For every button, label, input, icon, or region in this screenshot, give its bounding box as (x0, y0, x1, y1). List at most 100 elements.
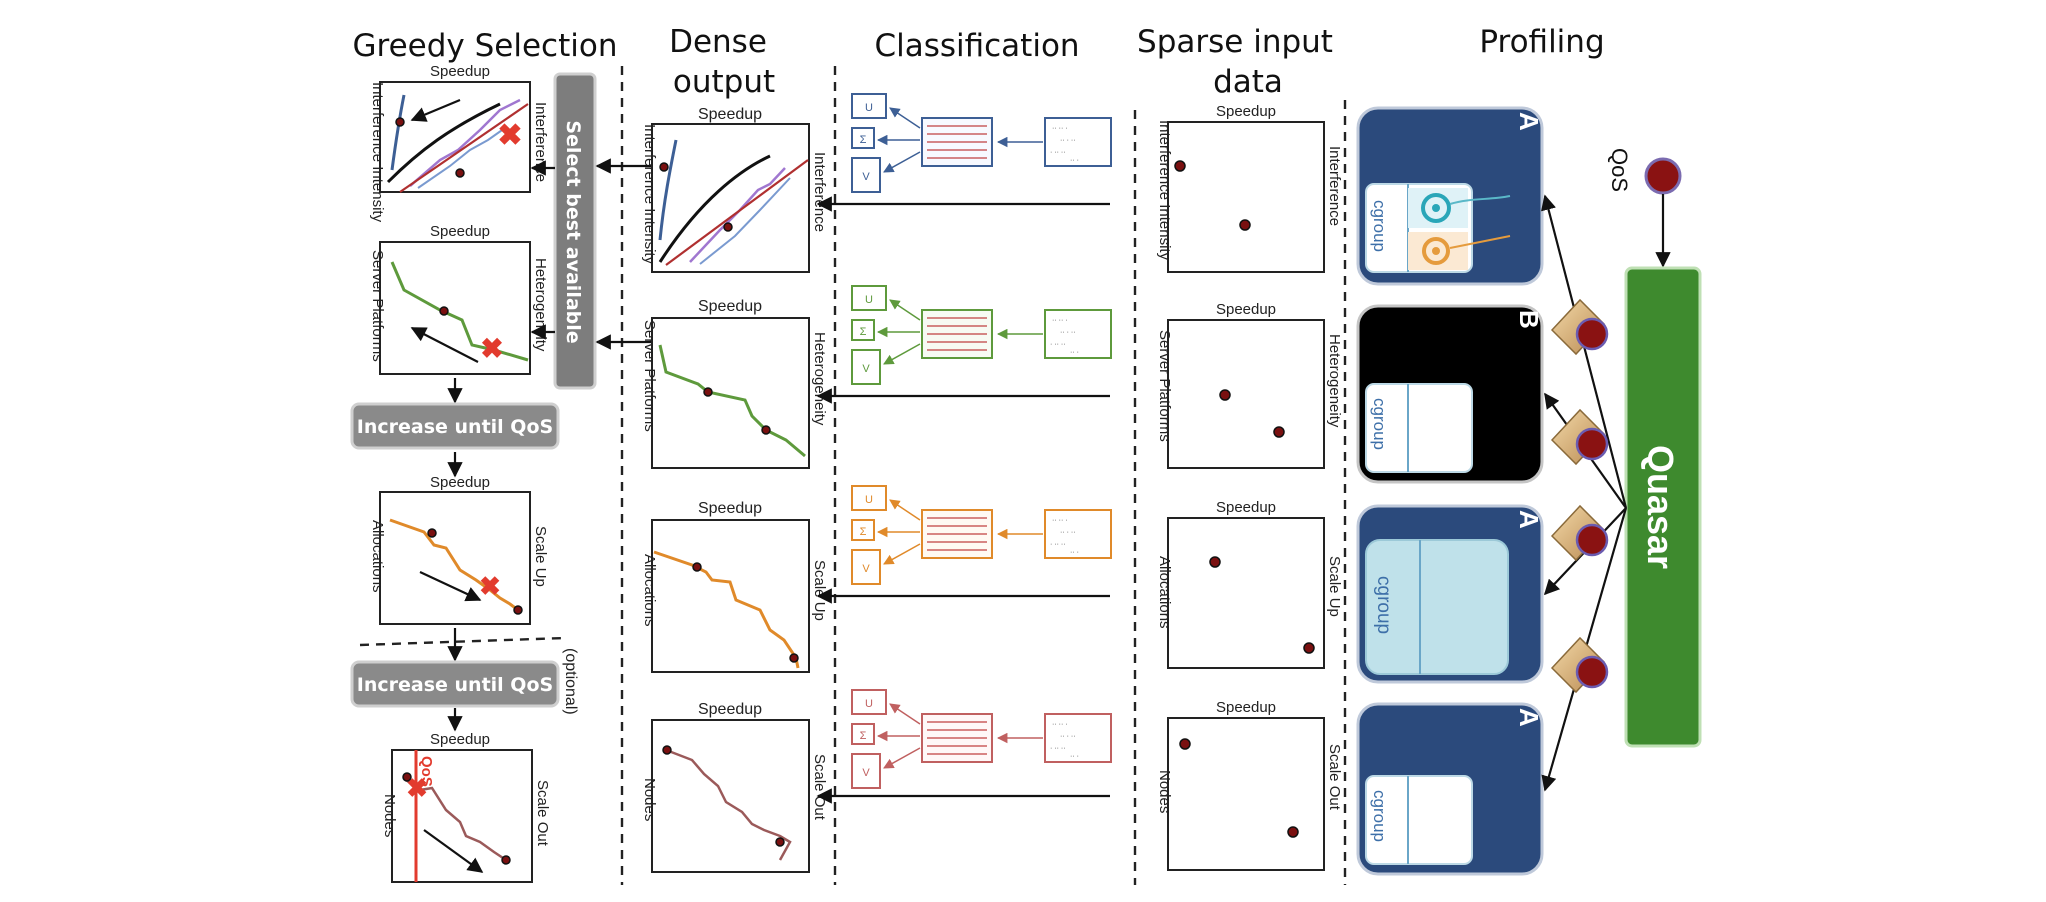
dense-int-ylabel: Interference Intensity (641, 124, 658, 265)
cls-out-u: U (865, 698, 873, 710)
token-stack-2 (1550, 408, 1609, 466)
svg-text:· ·· ··: · ·· ·· (1050, 541, 1066, 548)
sparse-het-ylabel: Server Platforms (1156, 330, 1173, 442)
select-best-available-bar: Select best available (553, 72, 597, 390)
server-b-cgroup: cgroup (1370, 398, 1389, 450)
greedy-plot-heterogeneity: Speedup Server Platforms Heterogeneity ✖ (369, 223, 549, 375)
svg-text:·· ·: ·· · (1070, 549, 1079, 556)
classification-row-scale-out: U Σ V ·· ·· · ·· · ·· · ·· ·· ·· · (851, 689, 1112, 789)
greedy-het-ylabel: Server Platforms (369, 250, 386, 362)
svg-text:·· ·· ·: ·· ·· · (1052, 125, 1068, 132)
dense-out-ylabel: Nodes (641, 778, 658, 821)
cls-out-sigma: Σ (860, 730, 867, 742)
classification-row-scale-up: U Σ V ·· ·· · ·· · ·· · ·· ·· ·· · (851, 485, 1112, 585)
increase-until-qos-text-1: Increase until QoS (357, 416, 553, 438)
greedy-het-speedup-label: Speedup (430, 223, 490, 240)
dense-plot-heterogeneity: Speedup Server Platforms Heterogeneity (641, 298, 828, 469)
dense-plot-interference: Speedup Interference Intensity Interfere… (641, 106, 828, 273)
svg-text:· ·· ··: · ·· ·· (1050, 149, 1066, 156)
svg-text:·· · ··: ·· · ·· (1060, 529, 1076, 536)
svg-text:·· ·· ·: ·· ·· · (1052, 317, 1068, 324)
select-best-available-text: Select best available (562, 120, 584, 343)
server-a-2-letter: A (1514, 510, 1544, 529)
greedy-int-ylabel: Interference Intensity (369, 82, 386, 223)
qos-label: QoS (1607, 148, 1632, 192)
classification-row-heterogeneity: U Σ V ·· ·· · ·· · ·· · ·· ·· ·· · (851, 285, 1112, 385)
token-stack-3 (1550, 504, 1609, 562)
server-b: B cgroup (1356, 304, 1544, 484)
greedy-up-rlabel: Scale Up (532, 526, 549, 587)
dense-out-rlabel: Scale Out (811, 754, 828, 821)
sparse-het-speedup-label: Speedup (1216, 301, 1276, 318)
header-dense-output-line1: Dense (669, 24, 767, 60)
cls-up-sigma: Σ (860, 526, 867, 538)
qos-token-icon (1644, 157, 1682, 195)
dense-int-speedup-label: Speedup (698, 106, 762, 123)
greedy-up-speedup-label: Speedup (430, 474, 490, 491)
server-b-letter: B (1514, 310, 1544, 329)
greedy-plot-scale-up: Speedup Allocations Scale Up ✖ (369, 474, 549, 625)
cls-up-v: V (862, 563, 870, 575)
sparse-int-ylabel: Interference Intensity (1156, 120, 1173, 261)
header-sparse-input-line2: data (1213, 64, 1283, 100)
dense-up-speedup-label: Speedup (698, 500, 762, 517)
classification-row-interference: U Σ V ·· ·· · ·· · ·· · ·· ·· ·· · (851, 93, 1112, 193)
header-profiling: Profiling (1479, 24, 1604, 60)
quasar-label: Quasar (1640, 445, 1681, 569)
dense-up-rlabel: Scale Up (811, 560, 828, 621)
dense-out-speedup-label: Speedup (698, 701, 762, 718)
sparse-int-speedup-label: Speedup (1216, 103, 1276, 120)
server-a-2-cgroup: cgroup (1373, 576, 1394, 634)
dense-int-rlabel: Interference (811, 152, 828, 232)
server-a-2: A cgroup (1356, 504, 1544, 684)
dense-up-ylabel: Allocations (641, 554, 658, 627)
greedy-int-speedup-label: Speedup (430, 63, 490, 80)
dense-het-speedup-label: Speedup (698, 298, 762, 315)
greedy-up-ylabel: Allocations (369, 520, 386, 593)
svg-text:·· ·: ·· · (1070, 753, 1079, 760)
sparse-up-speedup-label: Speedup (1216, 499, 1276, 516)
cls-int-v: V (862, 171, 870, 183)
server-a-1-letter: A (1514, 112, 1544, 131)
optional-label: (optional) (562, 648, 579, 715)
server-a-3-letter: A (1514, 708, 1544, 727)
greedy-plot-interference: Speedup Interference Intensity Interfere… (369, 63, 549, 223)
greedy-het-red-x-icon: ✖ (480, 333, 503, 364)
sparse-plot-scale-out: Speedup Nodes Scale Out (1156, 699, 1343, 871)
cls-het-u: U (865, 294, 873, 306)
greedy-out-qos-marker: QoS (418, 756, 435, 787)
sparse-int-rlabel: Interference (1326, 146, 1343, 226)
cls-het-v: V (862, 363, 870, 375)
sparse-het-rlabel: Heterogeneity (1326, 334, 1343, 428)
dense-plot-scale-out: Speedup Nodes Scale Out (641, 701, 828, 873)
svg-text:·· · ··: ·· · ·· (1060, 733, 1076, 740)
greedy-int-rlabel: Interference (532, 102, 549, 182)
increase-until-qos-text-2: Increase until QoS (357, 674, 553, 696)
greedy-out-speedup-label: Speedup (430, 731, 490, 748)
cls-int-sigma: Σ (860, 134, 867, 146)
svg-text:·· · ··: ·· · ·· (1060, 137, 1076, 144)
token-stack-1 (1550, 298, 1609, 356)
server-a-1: A cgroup (1356, 106, 1544, 286)
increase-until-qos-button-2: Increase until QoS (350, 660, 560, 708)
sparse-out-ylabel: Nodes (1156, 770, 1173, 813)
server-a-3: A cgroup (1356, 702, 1544, 876)
svg-text:· ·· ··: · ·· ·· (1050, 745, 1066, 752)
svg-text:·· ·: ·· · (1070, 349, 1079, 356)
svg-text:·· ·· ·: ·· ·· · (1052, 517, 1068, 524)
token-stack-4 (1550, 636, 1609, 694)
header-greedy-selection: Greedy Selection (353, 28, 618, 64)
cls-out-v: V (862, 767, 870, 779)
greedy-out-ylabel: Nodes (381, 794, 398, 837)
greedy-plot-scale-out: Speedup Nodes Scale Out QoS ✖ (381, 731, 551, 883)
sparse-plot-interference: Speedup Interference Intensity Interfere… (1156, 103, 1343, 273)
sparse-up-rlabel: Scale Up (1326, 556, 1343, 617)
server-a-3-cgroup: cgroup (1370, 790, 1389, 842)
header-dense-output-line2: output (673, 64, 775, 100)
greedy-het-rlabel: Heterogeneity (532, 258, 549, 352)
sparse-plot-heterogeneity: Speedup Server Platforms Heterogeneity (1156, 301, 1343, 469)
greedy-up-red-x-icon: ✖ (479, 571, 501, 601)
sparse-out-rlabel: Scale Out (1326, 744, 1343, 811)
arrow-quasar-to-server-a-1 (1541, 194, 1628, 509)
